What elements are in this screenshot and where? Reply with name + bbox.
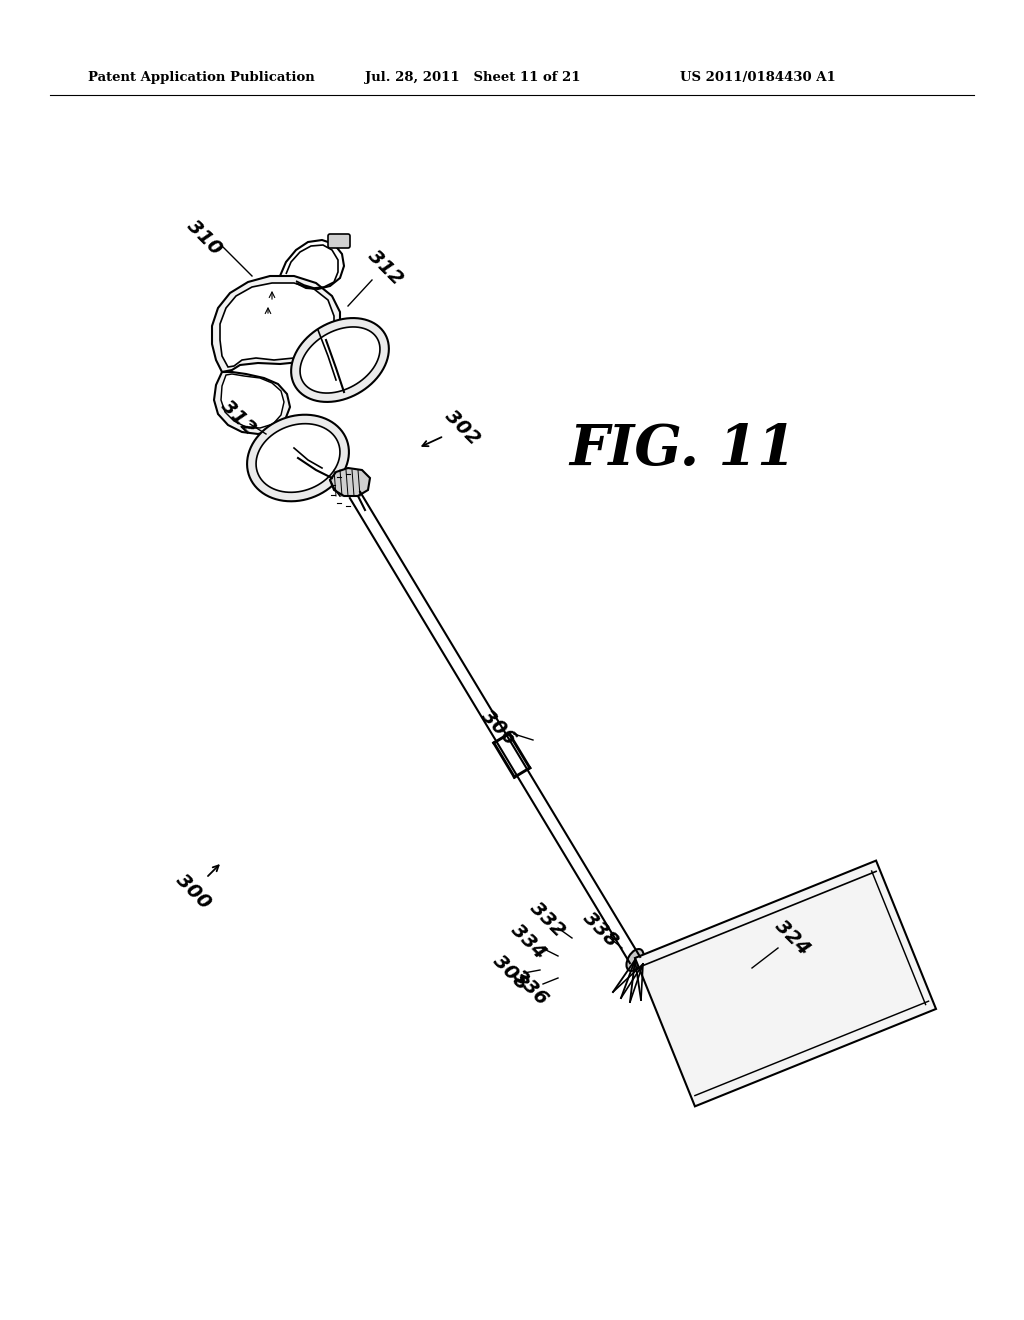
Text: 324: 324 — [771, 917, 813, 960]
Text: 308: 308 — [488, 952, 531, 994]
Text: 338: 338 — [579, 909, 622, 952]
Polygon shape — [256, 424, 340, 492]
Text: 312: 312 — [217, 397, 259, 440]
Text: FIG. 11: FIG. 11 — [569, 422, 797, 478]
Polygon shape — [221, 374, 284, 428]
Polygon shape — [300, 327, 380, 393]
Text: 306: 306 — [477, 706, 519, 750]
Ellipse shape — [627, 949, 643, 972]
Text: Patent Application Publication: Patent Application Publication — [88, 71, 314, 84]
Polygon shape — [247, 414, 349, 502]
Text: 312: 312 — [364, 247, 407, 289]
Text: 332: 332 — [526, 899, 568, 941]
Text: 310: 310 — [183, 216, 225, 259]
Polygon shape — [330, 469, 370, 496]
Text: US 2011/0184430 A1: US 2011/0184430 A1 — [680, 71, 836, 84]
Polygon shape — [291, 318, 389, 401]
Text: 336: 336 — [509, 966, 551, 1010]
Polygon shape — [214, 372, 290, 434]
Text: 334: 334 — [507, 921, 549, 964]
Polygon shape — [212, 276, 340, 372]
FancyBboxPatch shape — [328, 234, 350, 248]
Text: 300: 300 — [172, 871, 214, 913]
Text: 302: 302 — [440, 407, 483, 449]
Polygon shape — [220, 282, 334, 367]
Polygon shape — [635, 861, 936, 1106]
Text: Jul. 28, 2011   Sheet 11 of 21: Jul. 28, 2011 Sheet 11 of 21 — [365, 71, 581, 84]
